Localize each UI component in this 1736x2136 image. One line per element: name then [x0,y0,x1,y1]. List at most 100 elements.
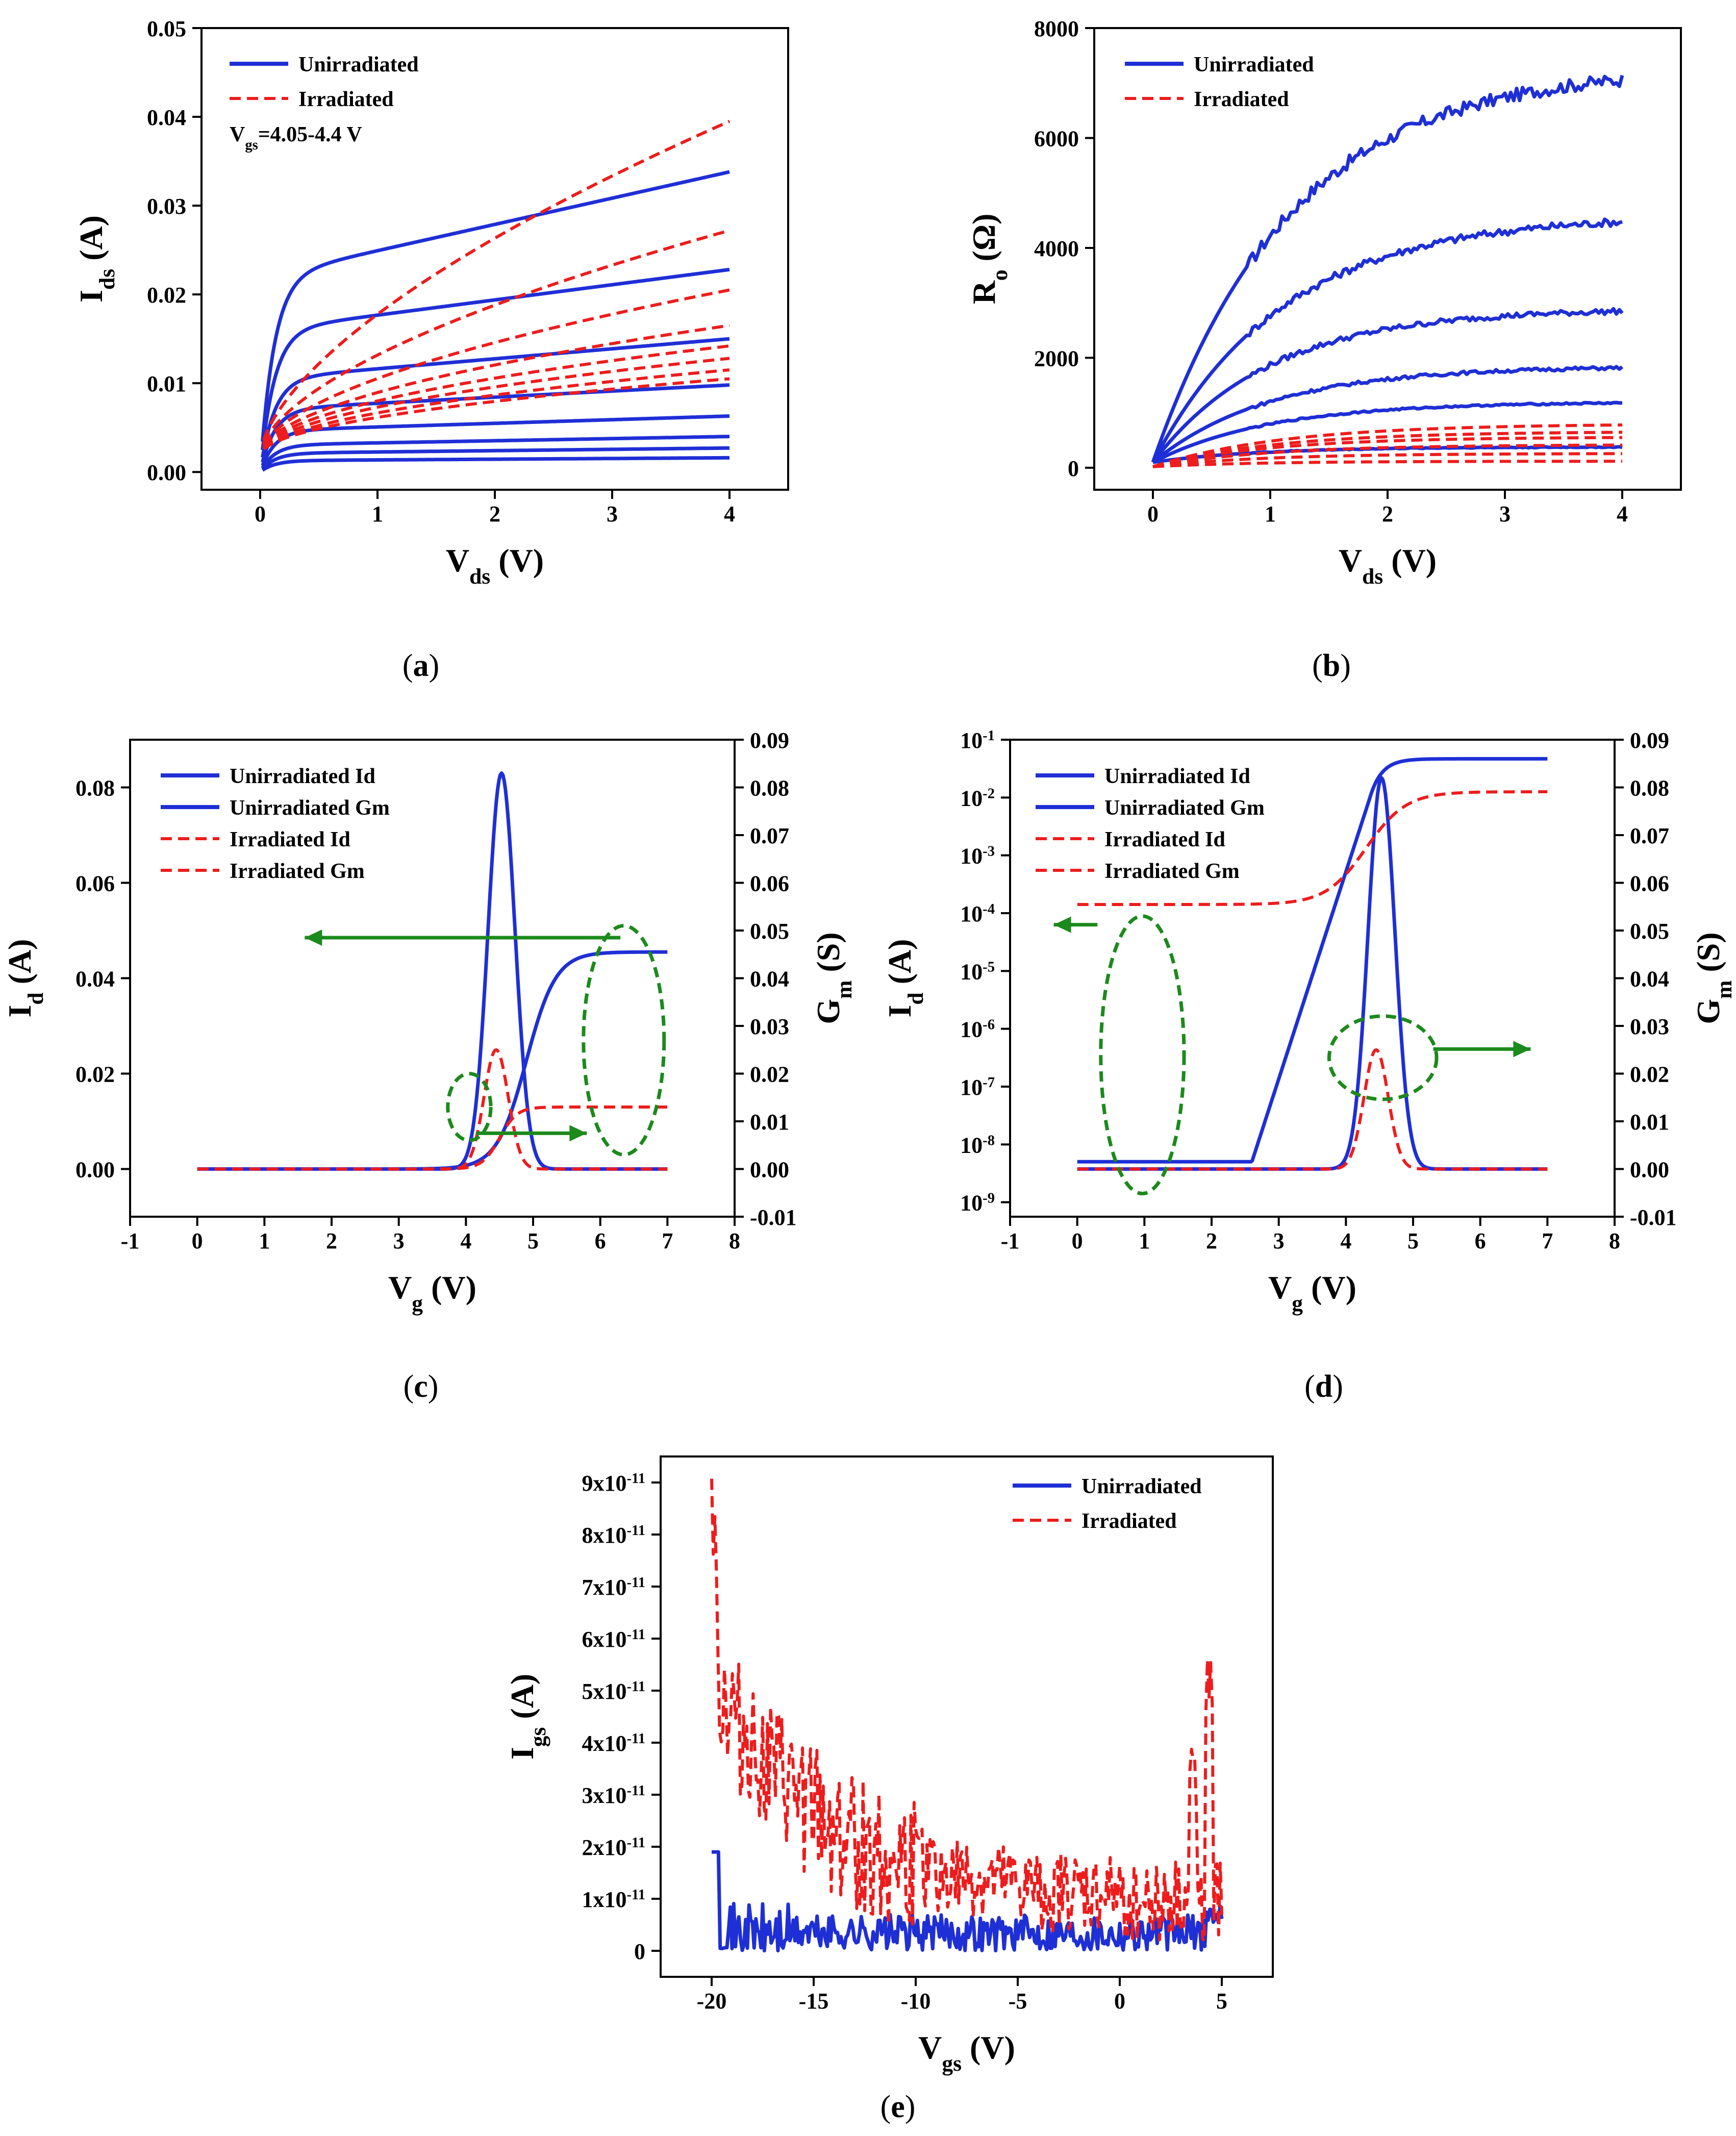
legend-label: Irradiated [1194,88,1289,111]
series-line-irradiated-id [197,1105,668,1171]
x-tick-label: 0 [1147,501,1159,526]
y-tick-label: 4x10-11 [582,1731,645,1756]
x-tick-label: -20 [697,1989,727,2014]
legend: Unirradiated Id Unirradiated Gm Irradiated… [161,765,390,883]
x-tick-label: 1 [1139,1228,1150,1253]
y-axis-label-group: Id (A) [882,939,928,1018]
caption-paren: ) [905,2090,916,2124]
caption-paren: ( [880,2090,891,2124]
y2-label-sub: m [1712,981,1736,999]
series-line-irradiated [1152,431,1623,468]
y-tick-exponent: -11 [626,1835,645,1851]
y2-tick-label: 0.07 [1630,823,1669,848]
y-tick-value: 0.00 [76,1158,115,1183]
y2-tick-label: -0.01 [1630,1205,1677,1230]
x-tick-label: 5 [527,1228,539,1253]
y-tick-label: 10-3 [960,843,995,869]
y-tick-value: 0 [1068,456,1079,481]
y-tick-value: 0.04 [147,105,186,130]
annotation-tail: =4.05-4.4 V [258,123,362,146]
caption-letter: c [414,1369,428,1404]
y2-label-sub: m [832,981,857,999]
y-tick-label: 10-7 [960,1075,995,1100]
y-tick-label: 6x10-11 [582,1627,645,1652]
y2-axis-label: Gm (S) [810,932,857,1024]
series-line-irradiated [1152,452,1622,468]
x-tick-label: 5 [1216,1989,1227,2014]
caption-paren: ) [429,648,440,683]
x-tick-label: 8 [729,1228,740,1253]
caption-paren: ( [1312,648,1323,683]
series-line-irradiated-gm [1077,1048,1548,1171]
annotation-main: V [230,123,245,146]
y-label-unit: (Ω) [966,214,1002,270]
y-tick-exponent: -11 [626,1731,645,1747]
y-tick-value: 3x10 [582,1783,626,1808]
legend-label: Unirradiated Id [1104,765,1250,788]
y-axis-label-group: Ro (Ω) [966,214,1012,305]
x-axis-label: Vds (V) [446,542,544,589]
series-line-unirradiated [1152,400,1623,464]
y2-tick-label: 0.04 [750,967,789,992]
y-label-sub: d [903,992,928,1004]
y-label-sub: ds [95,269,119,290]
y-tick-base: 10 [960,901,983,926]
y-label-sub: o [988,269,1012,281]
y2-tick-label: 0.03 [1630,1014,1669,1039]
series-line-unirradiated [261,456,730,472]
x-tick-label: 1 [259,1228,270,1253]
y2-tick-label: 0.05 [1630,919,1669,944]
x-label-main: V [918,2029,942,2066]
y-tick-value: 0.02 [147,283,186,308]
y-label-sub: d [23,992,48,1004]
series-line-irradiated [262,229,730,444]
chart-panel-c: -1 0 1 2 3 4 5 6 7 8 0.00 0.02 0.04 0.06 0.08 -0.01 0.00… [2,728,857,1404]
series-line-unirradiated [261,446,730,470]
x-label-sub: gs [942,2051,962,2076]
x-tick-label: -5 [1009,1989,1027,2014]
y-label-main: I [882,1005,918,1018]
y-tick-exponent: -9 [983,1190,995,1206]
y-tick-exponent: -6 [983,1017,995,1033]
y-tick-exponent: -11 [626,1471,645,1487]
y2-axis-label-group: Gm (S) [810,932,857,1024]
y2-tick-label: 0.00 [750,1158,789,1183]
series-line-unirradiated [1151,365,1624,464]
x-tick-label: 0 [1114,1989,1125,2014]
y-tick-value: 1x10 [582,1887,626,1912]
y-tick-label: 0.03 [147,194,186,219]
y-tick-value: 0.02 [76,1062,115,1087]
x-label-main: V [1339,542,1362,579]
legend-label: Irradiated Id [1104,828,1225,851]
caption-letter: b [1323,648,1340,683]
y-tick-label: 0.01 [147,371,186,396]
y-tick-value: 0.01 [147,371,186,396]
annotation-ellipse [1099,914,1186,1196]
legend-label: Irradiated [1081,1510,1177,1533]
y-axis-label: Ro (Ω) [966,214,1012,305]
y-tick-label: 10-1 [960,728,995,753]
y-tick-exponent: -1 [983,728,995,744]
y-axis-label-group: Ids (A) [73,215,119,303]
y-tick-base: 10 [960,1017,983,1042]
panel-caption: (c) [404,1369,439,1404]
x-tick-label: 2 [1382,501,1393,526]
x-tick-label: 4 [724,501,735,526]
panel-caption: (a) [402,648,439,683]
y-label-unit: (A) [882,939,918,993]
annotation-arrow-head [305,929,322,946]
x-tick-label: 3 [393,1228,405,1253]
y2-tick-label: -0.01 [750,1205,797,1230]
y2-label-main: G [1690,999,1726,1024]
y-axis-label: Igs (A) [504,1674,550,1760]
y-tick-value: 4000 [1034,236,1079,261]
x-tick-label: 3 [1273,1228,1285,1253]
y-tick-base: 10 [960,728,983,753]
y-label-main: I [2,1005,38,1018]
x-tick-label: 7 [1542,1228,1553,1253]
y-tick-label: 1x10-11 [582,1887,645,1913]
x-label-unit: (V) [1303,1269,1356,1305]
y-tick-exponent: -11 [626,1575,645,1591]
y-tick-value: 0 [634,1939,645,1964]
